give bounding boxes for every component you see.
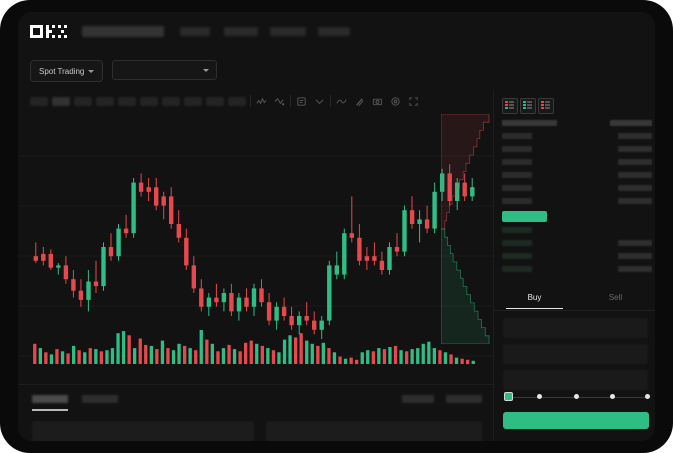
orderbook-ask-row[interactable] — [502, 146, 532, 152]
bottom-content-right — [266, 421, 482, 441]
drawing-icon[interactable] — [336, 96, 347, 107]
slider-stop-100[interactable] — [645, 394, 650, 399]
chart-type-icon[interactable] — [314, 96, 325, 107]
slider-stop-75[interactable] — [610, 394, 615, 399]
toolbar-divider — [330, 95, 331, 107]
slider-stop-25[interactable] — [537, 394, 542, 399]
nav-item-derivatives[interactable] — [270, 27, 306, 36]
camera-icon[interactable] — [372, 96, 383, 107]
orderbook-bid-amount — [618, 253, 652, 259]
nav-item-earn[interactable] — [318, 27, 350, 36]
orderbook-view-asks[interactable] — [538, 98, 554, 114]
top-navigation-bar — [18, 12, 655, 50]
orderbook-header-amount — [610, 120, 652, 126]
timeframe-1w[interactable] — [184, 97, 202, 106]
tab-sell[interactable]: Sell — [575, 286, 655, 309]
orderbook-panel: Buy Sell — [493, 90, 655, 441]
orderbook-bid-row[interactable] — [502, 227, 532, 233]
slider-handle[interactable] — [504, 392, 513, 401]
orderbook-mid-price — [502, 211, 547, 222]
chevron-down-icon — [88, 69, 95, 73]
chevron-down-icon — [203, 68, 209, 72]
orderbook-bid-row[interactable] — [502, 266, 532, 272]
okx-logo-icon[interactable] — [30, 25, 74, 38]
order-price-input[interactable] — [503, 318, 648, 338]
market-depth-overlay — [441, 114, 493, 344]
nav-item-trade[interactable] — [224, 27, 258, 36]
orders-bottom-panel — [18, 384, 493, 441]
bottom-action-1[interactable] — [402, 395, 434, 403]
orderbook-ask-row[interactable] — [502, 172, 532, 178]
orderbook-view-both[interactable] — [502, 98, 518, 114]
toolbar-divider — [290, 95, 291, 107]
timeframe-4h[interactable] — [140, 97, 158, 106]
tab-sell-label: Sell — [608, 293, 623, 302]
toolbar-divider — [250, 95, 251, 107]
bottom-content-left — [32, 421, 254, 441]
orderbook-bid-amount — [618, 266, 652, 272]
tab-buy[interactable]: Buy — [494, 286, 575, 309]
order-amount-input[interactable] — [503, 344, 648, 364]
timeframe-1mo[interactable] — [206, 97, 224, 106]
fullscreen-icon[interactable] — [408, 96, 419, 107]
orderbook-bid-row[interactable] — [502, 253, 532, 259]
active-tab-underline — [32, 409, 68, 411]
volume-histogram — [18, 312, 493, 384]
slider-track — [508, 396, 650, 398]
orderbook-ask-row[interactable] — [502, 159, 532, 165]
timeframe-1d[interactable] — [162, 97, 180, 106]
orderbook-ask-amount — [618, 185, 652, 191]
settings-icon[interactable] — [390, 96, 401, 107]
nav-search-field[interactable] — [82, 26, 164, 37]
timeframe-1m[interactable] — [30, 97, 48, 106]
amount-percent-slider[interactable] — [504, 392, 650, 402]
tab-buy-label: Buy — [527, 293, 542, 302]
slider-stop-50[interactable] — [574, 394, 579, 399]
screen: Spot Trading — [18, 12, 655, 441]
bottom-action-2[interactable] — [446, 395, 482, 403]
market-subheader: Spot Trading — [18, 50, 655, 123]
candlestick-chart[interactable] — [18, 114, 493, 384]
orderbook-ask-amount — [618, 146, 652, 152]
nav-item-markets[interactable] — [180, 27, 210, 36]
orderbook-ask-row[interactable] — [502, 133, 532, 139]
orderbook-ask-row[interactable] — [502, 198, 532, 204]
orderbook-ask-row[interactable] — [502, 185, 532, 191]
tab-open-orders[interactable] — [32, 395, 68, 403]
magnet-icon[interactable] — [354, 96, 365, 107]
timeframe-30m[interactable] — [96, 97, 114, 106]
orderbook-ask-amount — [618, 172, 652, 178]
orderbook-header-price — [502, 120, 557, 126]
timeframe-5m[interactable] — [52, 97, 70, 106]
compare-icon[interactable] — [274, 96, 285, 107]
indicators-icon[interactable] — [256, 96, 267, 107]
templates-icon[interactable] — [296, 96, 307, 107]
timeframe-1h[interactable] — [118, 97, 136, 106]
orderbook-view-bids[interactable] — [520, 98, 536, 114]
trading-mode-selector[interactable]: Spot Trading — [30, 60, 104, 82]
candles-layer — [33, 164, 475, 339]
trading-pair-selector[interactable] — [112, 60, 217, 80]
orderbook-bid-amount — [618, 240, 652, 246]
orderbook-ask-amount — [618, 133, 652, 139]
timeframe-more[interactable] — [228, 97, 246, 106]
orderbook-ask-amount — [618, 159, 652, 165]
buy-submit-button[interactable] — [503, 412, 649, 429]
tab-order-history[interactable] — [82, 395, 118, 403]
order-form-tabs: Buy Sell — [494, 286, 655, 311]
orderbook-ask-amount — [618, 198, 652, 204]
orderbook-bid-row[interactable] — [502, 240, 532, 246]
timeframe-15m[interactable] — [74, 97, 92, 106]
trading-mode-label: Spot Trading — [39, 66, 85, 76]
order-total-input[interactable] — [503, 370, 648, 390]
